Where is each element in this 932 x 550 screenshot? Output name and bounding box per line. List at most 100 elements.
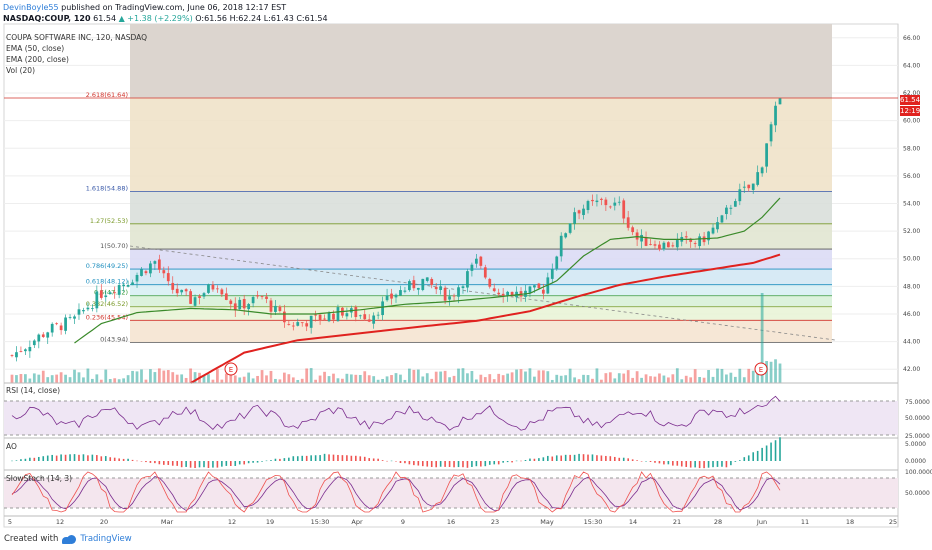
candle-body	[216, 288, 219, 290]
candle-body	[175, 288, 179, 294]
ao-bar	[252, 461, 254, 463]
candle-body	[492, 288, 496, 292]
tradingview-logo-icon[interactable]	[62, 534, 77, 544]
volume-bar	[738, 368, 742, 383]
volume-bar	[385, 376, 389, 383]
volume-bar	[372, 376, 376, 383]
candle-body	[385, 295, 389, 301]
price-tick-label: 52.00	[903, 228, 920, 235]
volume-bar	[644, 374, 648, 383]
ao-bar	[515, 460, 518, 462]
ao-bar	[663, 461, 665, 465]
ao-bar	[395, 461, 397, 462]
volume-bar	[702, 377, 706, 383]
candle-body	[720, 215, 724, 223]
fib-zone	[130, 223, 832, 250]
ao-bar	[51, 454, 53, 461]
price-tick-label: 66.00	[903, 35, 920, 42]
volume-bar	[604, 373, 608, 383]
ao-bar	[292, 456, 295, 461]
author-link[interactable]: DevinBoyle55	[3, 3, 59, 12]
fib-level-label: 0.236(45.54)	[86, 313, 128, 321]
volume-bar	[666, 377, 670, 383]
time-tick-label: 12	[56, 518, 64, 526]
ao-bar	[24, 458, 27, 461]
ao-bar	[194, 461, 196, 468]
ao-bar	[488, 461, 491, 465]
ao-bar	[171, 461, 174, 466]
ao-bar	[91, 454, 94, 461]
ao-bar	[605, 455, 607, 461]
candle-body	[108, 292, 112, 295]
volume-bar	[684, 375, 688, 383]
candle-body	[443, 287, 447, 301]
volume-bar	[408, 368, 411, 383]
ao-bar	[529, 458, 531, 461]
ao-bar	[185, 461, 187, 467]
candle-body	[733, 201, 737, 207]
ao-bar	[154, 461, 156, 464]
ao-bar	[613, 456, 616, 461]
volume-bar	[68, 377, 72, 383]
legend-ema200[interactable]: EMA (200, close)	[6, 55, 69, 64]
ao-bar	[337, 454, 339, 461]
volume-bar	[349, 374, 353, 383]
volume-bar	[510, 372, 514, 383]
open-value: 61.56	[204, 14, 228, 23]
fib-zone	[130, 306, 832, 321]
legend-vol[interactable]: Vol (20)	[6, 66, 36, 75]
ao-bar	[703, 461, 705, 469]
candle-body	[555, 256, 559, 269]
volume-bar	[117, 379, 121, 383]
volume-bar	[479, 374, 483, 383]
price-tick-label: 54.00	[903, 201, 920, 208]
volume-bar	[425, 373, 429, 383]
tradingview-brand[interactable]: TradingView	[80, 534, 132, 544]
volume-bar	[37, 374, 41, 383]
candle-body	[658, 244, 661, 250]
volume-bar	[73, 369, 76, 383]
ao-bar	[377, 458, 379, 461]
ao-bar	[421, 461, 424, 467]
ao-bar	[283, 458, 286, 461]
volume-bar	[41, 370, 45, 383]
volume-bar	[193, 372, 197, 383]
time-tick-label: 21	[673, 518, 681, 526]
ao-bar	[158, 461, 161, 465]
candle-body	[769, 124, 773, 142]
volume-bar	[461, 368, 465, 383]
ao-bar	[743, 457, 746, 461]
volume-bar	[247, 372, 251, 383]
rsi-label[interactable]: RSI (14, close)	[6, 386, 61, 395]
ao-bar	[408, 461, 411, 465]
candle-body	[32, 340, 36, 346]
ao-bar	[774, 440, 777, 461]
open-label: O:	[195, 14, 205, 23]
candle-body	[430, 278, 434, 285]
candle-body	[747, 184, 751, 189]
ao-bar	[533, 458, 536, 461]
ao-label[interactable]: AO	[6, 442, 17, 451]
candle-body	[506, 291, 510, 296]
legend-ema50[interactable]: EMA (50, close)	[6, 44, 65, 53]
volume-bar	[751, 370, 755, 383]
earnings-marker-1: E	[224, 362, 238, 376]
svg-text:E: E	[229, 366, 233, 374]
volume-bar	[207, 374, 210, 383]
fib-level-label: 0.618(48.12)	[86, 278, 128, 286]
volume-bar	[144, 379, 148, 383]
candle-body	[238, 299, 242, 310]
candle-body	[662, 242, 666, 250]
candle-body	[501, 293, 505, 297]
rsi-tick-50: 50.0000	[905, 415, 930, 422]
volume-bar	[416, 369, 420, 383]
volume-bar	[582, 374, 585, 383]
ao-bar	[538, 458, 540, 461]
ao-bar	[104, 456, 107, 461]
ohlc-line: NASDAQ:COUP, 120 61.54 ▲ +1.38 (+2.29%) …	[3, 13, 328, 24]
stoch-label[interactable]: SlowStoch (14, 3)	[6, 474, 73, 483]
candle-body	[497, 292, 501, 295]
candle-body	[537, 283, 541, 289]
time-tick-label: 23	[491, 518, 499, 526]
